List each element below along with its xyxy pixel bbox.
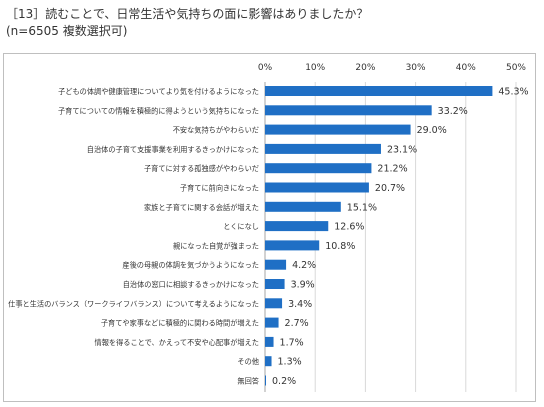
value-label: 0.2% — [272, 376, 296, 387]
bar — [265, 124, 411, 135]
value-label: 15.1% — [347, 202, 377, 213]
x-tick-label: 20% — [355, 63, 375, 73]
category-label: 家族と子育てに関する会話が増えた — [144, 203, 259, 212]
category-label: 不安な気持ちがやわらいだ — [173, 126, 259, 135]
value-label: 3.4% — [288, 299, 312, 310]
value-label: 29.0% — [417, 125, 447, 136]
x-tick-label: 0% — [258, 63, 273, 73]
category-label: 産後の母親の体調を気づかうようになった — [122, 261, 259, 270]
category-label: 自治体の窓口に相談するきっかけになった — [123, 280, 259, 289]
bar — [265, 259, 287, 270]
category-label: 自治体の子育て支援事業を利用するきっかけになった — [87, 145, 259, 154]
x-tick-label: 40% — [456, 63, 476, 73]
chart-subtitle: (n=6505 複数選択可) — [6, 24, 128, 38]
chart-title: ［13］読むことで、日常生活や気持ちの面に影響はありましたか？ — [6, 7, 369, 21]
category-label: 子どもの体調や健康管理についてより気を付けるようになった — [58, 87, 259, 96]
bar — [265, 201, 341, 212]
category-label: 情報を得ることで、かえって不安や心配事が増えた — [95, 338, 259, 347]
category-label: 子育てに前向きになった — [180, 184, 259, 193]
bar — [265, 375, 267, 386]
bar — [265, 105, 432, 116]
x-tick-label: 10% — [305, 63, 325, 73]
category-label: 子育てや家事などに積極的に関わる時間が増えた — [101, 319, 259, 328]
bar — [265, 143, 381, 154]
category-label: その他 — [237, 357, 259, 366]
bar — [265, 279, 285, 289]
value-label: 21.2% — [377, 164, 407, 175]
x-tick-label: 50% — [506, 63, 526, 73]
bar — [265, 86, 493, 96]
value-label: 33.2% — [438, 106, 468, 117]
value-label: 10.8% — [325, 241, 355, 252]
category-label: 仕事と生活のバランス（ワークライフバランス）について考えるようになった — [8, 299, 259, 308]
bar — [265, 182, 369, 193]
value-label: 1.3% — [278, 357, 302, 368]
value-label: 2.7% — [285, 318, 309, 329]
category-label: 親になった自覚が強まった — [173, 241, 259, 250]
bar — [265, 336, 274, 347]
bar — [265, 163, 372, 174]
x-tick-label: 30% — [406, 63, 426, 73]
value-label: 20.7% — [375, 183, 405, 194]
value-label: 23.1% — [387, 144, 417, 155]
bar — [265, 356, 272, 367]
bar — [265, 317, 279, 328]
value-label: 3.9% — [291, 280, 315, 291]
category-label: 無回答 — [237, 377, 259, 386]
value-label: 12.6% — [334, 222, 364, 233]
category-label: 子育てについての情報を積極的に得ようという気持ちになった — [58, 106, 259, 115]
bar — [265, 298, 283, 309]
value-label: 1.7% — [280, 337, 304, 348]
bar — [265, 240, 320, 251]
category-label: 子育てに対する孤独感がやわらいだ — [144, 164, 259, 173]
value-label: 4.2% — [292, 260, 316, 271]
bar — [265, 221, 329, 232]
category-label: とくになし — [223, 222, 259, 231]
value-label: 45.3% — [498, 87, 528, 98]
